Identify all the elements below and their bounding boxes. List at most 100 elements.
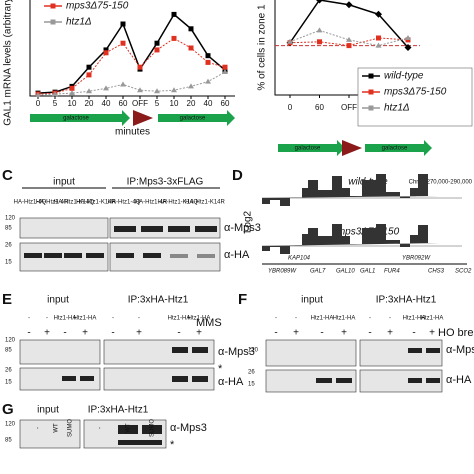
lane-label: Htz1-HA <box>333 316 356 322</box>
gene: YBR089W <box>268 269 297 275</box>
point <box>154 47 160 53</box>
x-tick-label: 5 <box>155 99 160 108</box>
lane-label: Htz1-HA <box>54 316 77 322</box>
band <box>316 378 332 383</box>
sign: + <box>82 328 88 339</box>
antibody: α-HA <box>224 249 250 261</box>
sign: + <box>429 328 435 339</box>
point <box>375 42 382 48</box>
marker: 85 <box>5 226 12 232</box>
y-label: Log2 <box>243 210 254 233</box>
sign: - <box>111 328 114 339</box>
point <box>376 35 381 41</box>
sign: + <box>196 328 202 339</box>
marker: 15 <box>5 260 12 266</box>
sign: + <box>44 328 50 339</box>
lane-label: HA-Htz1-4R <box>36 200 69 206</box>
band <box>426 348 440 353</box>
track <box>262 224 440 254</box>
legend-label: wild-type <box>384 71 424 82</box>
antibody: α-Mps3 <box>224 222 261 234</box>
point <box>69 85 75 91</box>
group-label: input <box>53 177 75 188</box>
series-line <box>37 37 226 95</box>
legend-marker <box>368 73 374 79</box>
legend-label: mps3Δ75-150 <box>384 87 447 98</box>
point <box>222 64 228 70</box>
gene: FUR4 <box>384 269 400 275</box>
band <box>118 440 162 445</box>
lane-label: WT <box>54 423 60 433</box>
point <box>120 40 126 46</box>
lane-label: - <box>36 427 42 429</box>
gene: GAL7 <box>310 269 326 275</box>
lane-label: SUMO <box>150 419 156 437</box>
series-line <box>37 13 226 94</box>
point <box>345 1 353 9</box>
antibody: * <box>218 363 223 375</box>
point <box>375 10 382 18</box>
lane-label: HA-Htz1-K14R <box>185 200 225 206</box>
point <box>69 90 75 96</box>
point <box>137 64 143 70</box>
point <box>188 83 194 89</box>
x-tick-label: OFF <box>132 99 148 108</box>
point <box>171 87 177 93</box>
blot <box>19 367 101 391</box>
lane-label: Htz1-HA <box>421 316 444 322</box>
marker: 15 <box>248 382 255 388</box>
band <box>114 226 136 232</box>
blot <box>265 339 357 367</box>
group-label: input <box>301 295 323 306</box>
point <box>346 43 352 49</box>
point <box>86 64 92 70</box>
band <box>86 253 104 258</box>
sign: + <box>136 328 142 339</box>
arrow <box>158 110 235 126</box>
sign: - <box>27 328 30 339</box>
antibody: α-Mps3 <box>218 346 255 358</box>
series-line <box>289 29 409 47</box>
lane-label: - <box>98 427 104 429</box>
point <box>405 35 411 40</box>
lane-label: - <box>295 316 297 322</box>
sign: - <box>368 328 371 339</box>
arrow-label: galactose <box>382 146 408 152</box>
panel-label: G <box>2 401 14 418</box>
band <box>142 425 162 434</box>
axis <box>29 0 235 97</box>
marker: 120 <box>5 338 16 344</box>
band <box>24 253 42 258</box>
band <box>408 378 422 383</box>
arrow <box>30 110 130 126</box>
blot <box>109 217 221 239</box>
panel-f: F input IP:3xHA-Htz1 HO break α-Mps3 α-H… <box>238 291 474 393</box>
lane-label: HA-Htz1-K14Q <box>54 200 94 206</box>
legend-box <box>357 67 473 127</box>
panel-c: C input IP:Mps3-3xFLAG α-Mps3 α-HA 120 8… <box>2 167 261 272</box>
blot <box>359 369 443 393</box>
legend-label: mps3Δ75-150 <box>66 1 129 12</box>
point <box>52 91 58 97</box>
series-line <box>289 37 409 47</box>
marker: 120 <box>248 348 259 354</box>
sign: - <box>320 328 323 339</box>
x-tick-label: 20 <box>85 99 94 108</box>
group-label: IP:3xHA-Htz1 <box>88 405 149 416</box>
panel-d: D wild-type Chr II: 270,000-290,000 Log2… <box>232 167 473 275</box>
band <box>64 253 82 258</box>
point <box>103 47 109 53</box>
arrow-label: galactose <box>180 116 206 122</box>
point <box>86 72 92 78</box>
lane-label: Htz1-HA <box>188 316 211 322</box>
band <box>168 226 190 232</box>
panel-label: D <box>232 167 243 184</box>
lane-label: SUMO <box>68 419 74 437</box>
band <box>116 253 134 258</box>
point <box>188 45 194 51</box>
panel-label: C <box>2 167 13 184</box>
group-label: IP:3xHA-Htz1 <box>128 295 189 306</box>
point <box>205 78 211 84</box>
antibody: α-Mps3 <box>170 422 207 434</box>
point <box>103 85 109 91</box>
